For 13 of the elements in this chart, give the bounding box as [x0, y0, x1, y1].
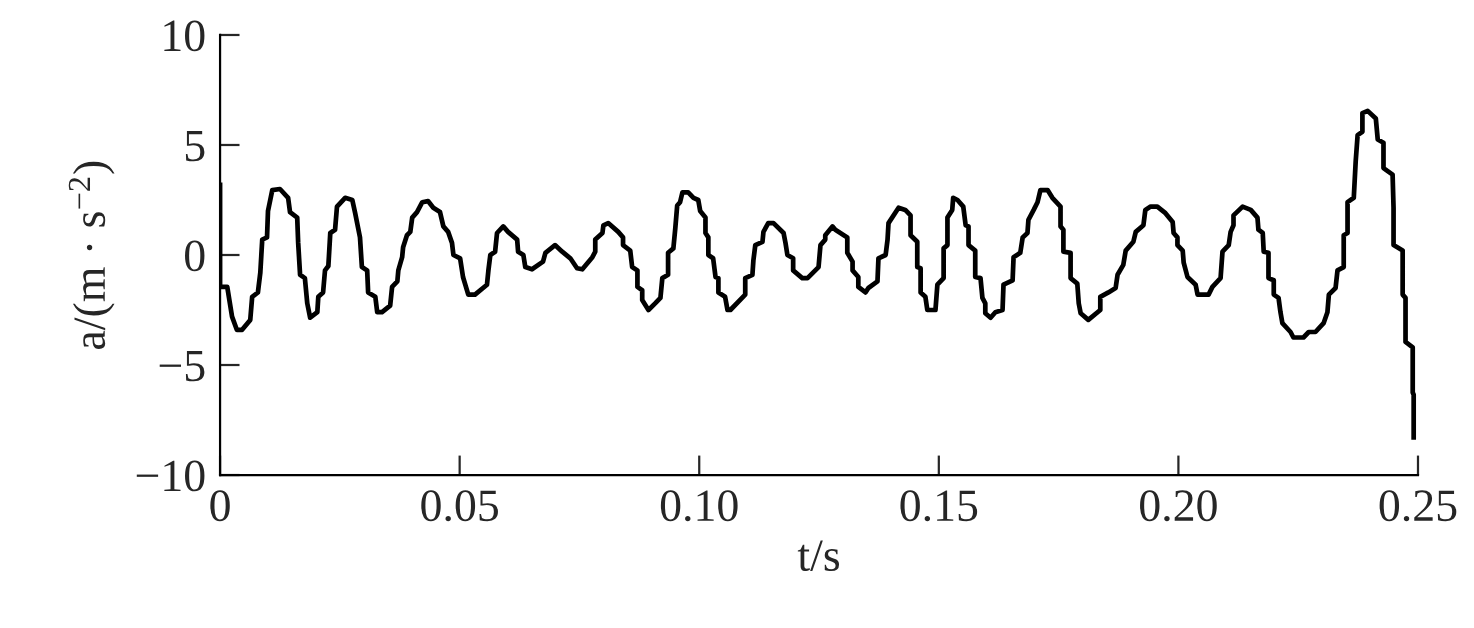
y-tick-label: −5 [159, 350, 205, 382]
x-tick-label: 0.10 [660, 490, 738, 522]
y-tick-label: −10 [136, 460, 205, 492]
x-tick-label: 0.05 [421, 490, 498, 522]
y-tick-label: 0 [185, 240, 205, 272]
x-tick-label: 0.20 [1140, 490, 1217, 522]
y-axis-title: a/(m · s$^{−2}$) [68, 161, 115, 349]
y-tick-label: 10 [164, 20, 205, 52]
x-tick-label: 0.25 [1379, 490, 1457, 522]
x-tick-label: 0.15 [900, 490, 978, 522]
x-axis-title: t/s [797, 540, 840, 572]
x-tick-label: 0 [210, 490, 230, 522]
y-tick-label: 5 [185, 130, 205, 162]
